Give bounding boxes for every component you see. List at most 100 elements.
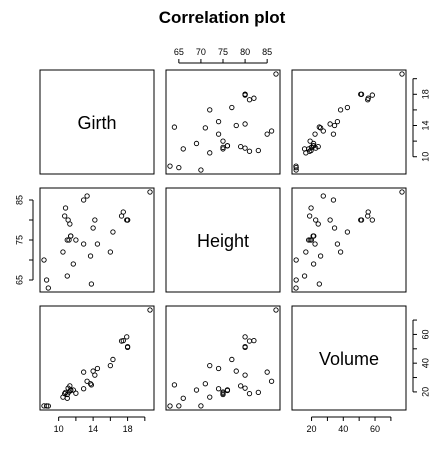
panel-frame-volume-vs-height — [165, 305, 281, 411]
data-point-girth-vs-volume-30 — [358, 91, 364, 97]
data-point-girth-vs-height-13 — [224, 143, 231, 149]
data-point-height-vs-girth-8 — [64, 237, 70, 243]
tick-label-height-80: 80 — [240, 47, 250, 57]
data-point-volume-vs-height-4 — [207, 394, 213, 400]
data-point-volume-vs-height-3 — [167, 403, 173, 409]
data-point-volume-vs-height-22 — [242, 372, 248, 378]
data-point-height-vs-volume-25 — [344, 229, 351, 235]
panel-grid: Girth Height Volume 10 14 18 65 70 75 80 85 20 40 60 1… — [14, 47, 430, 434]
data-point-height-vs-volume-31 — [399, 189, 405, 195]
data-point-volume-vs-girth-19 — [87, 381, 94, 387]
tick-label-girth-vertical-14: 14 — [420, 121, 430, 131]
data-point-girth-vs-height-27 — [251, 95, 257, 101]
data-point-height-vs-volume-27 — [365, 209, 371, 215]
data-point-height-vs-girth-11 — [67, 221, 73, 227]
tick-label-volume-vertical-40: 40 — [420, 358, 430, 368]
data-point-volume-vs-height-18 — [268, 378, 275, 384]
data-point-volume-vs-girth-7 — [64, 395, 70, 401]
data-point-volume-vs-girth-24 — [107, 362, 114, 369]
data-point-girth-vs-height-17 — [264, 131, 270, 137]
data-point-height-vs-girth-19 — [87, 253, 94, 259]
tick-label-girth-vertical-10: 10 — [420, 152, 430, 162]
data-point-girth-vs-height-24 — [207, 107, 213, 113]
tick-label-height-vertical-65: 65 — [14, 275, 24, 285]
data-point-girth-vs-height-15 — [220, 138, 226, 144]
data-point-volume-vs-girth-3 — [45, 403, 51, 409]
data-point-girth-vs-height-19 — [202, 125, 208, 131]
data-point-volume-vs-height-31 — [273, 307, 279, 313]
data-point-volume-vs-girth-27 — [120, 337, 126, 344]
data-point-height-vs-volume-22 — [327, 217, 333, 223]
data-point-girth-vs-height-14 — [193, 140, 200, 147]
data-point-volume-vs-height-20 — [171, 382, 178, 388]
data-point-height-vs-volume-24 — [337, 249, 344, 255]
data-point-height-vs-volume-23 — [334, 241, 341, 247]
tick-label-volume-40: 40 — [338, 424, 348, 434]
data-point-height-vs-girth-6 — [62, 205, 69, 211]
data-point-height-vs-volume-2 — [293, 277, 299, 283]
data-point-height-vs-girth-20 — [88, 281, 95, 287]
data-point-volume-vs-girth-16 — [80, 386, 87, 392]
data-point-girth-vs-volume-16 — [312, 131, 318, 137]
data-point-girth-vs-volume-15 — [307, 138, 313, 144]
data-point-volume-vs-girth-20 — [88, 382, 95, 388]
data-point-girth-vs-height-30 — [242, 91, 248, 97]
data-point-girth-vs-height-7 — [180, 146, 186, 152]
data-point-height-vs-girth-14 — [70, 261, 76, 267]
data-point-girth-vs-volume-28 — [369, 92, 375, 98]
data-point-volume-vs-height-11 — [238, 383, 244, 389]
data-point-volume-vs-height-24 — [207, 362, 213, 369]
data-point-volume-vs-girth-28 — [124, 334, 130, 340]
tick-label-height-70: 70 — [196, 47, 206, 57]
data-point-girth-vs-height-4 — [207, 150, 213, 156]
data-point-girth-vs-height-22 — [242, 121, 248, 127]
tick-label-girth-14: 14 — [88, 424, 98, 434]
data-point-volume-vs-girth-30 — [124, 344, 131, 351]
data-point-volume-vs-height-6 — [255, 389, 261, 395]
data-point-girth-vs-volume-1 — [293, 167, 299, 173]
data-point-girth-vs-volume-20 — [316, 124, 322, 130]
data-point-height-vs-volume-17 — [330, 197, 337, 203]
data-point-height-vs-girth-17 — [80, 197, 87, 203]
data-point-girth-vs-height-18 — [268, 128, 275, 134]
data-point-height-vs-volume-13 — [311, 233, 317, 239]
data-point-volume-vs-height-14 — [193, 387, 200, 393]
data-point-height-vs-girth-4 — [60, 249, 66, 255]
data-point-girth-vs-height-25 — [229, 104, 235, 111]
data-point-height-vs-girth-24 — [107, 249, 114, 255]
data-point-height-vs-girth-16 — [80, 241, 87, 247]
data-point-height-vs-girth-15 — [73, 237, 79, 243]
panel-frame-height-vs-girth — [39, 187, 155, 293]
panel-frame-height-vs-volume — [291, 187, 407, 293]
data-point-height-vs-volume-3 — [293, 285, 299, 291]
data-point-girth-vs-height-21 — [233, 122, 239, 129]
tick-label-height-75: 75 — [218, 47, 228, 57]
variable-label-girth: Girth — [77, 113, 116, 133]
tick-label-girth-10: 10 — [54, 424, 64, 434]
data-point-girth-vs-volume-21 — [331, 122, 338, 129]
data-point-volume-vs-girth-22 — [92, 372, 98, 378]
data-point-height-vs-volume-9 — [313, 217, 319, 223]
data-point-volume-vs-height-16 — [215, 386, 222, 392]
tick-label-volume-vertical-60: 60 — [420, 329, 430, 339]
data-point-volume-vs-height-5 — [246, 390, 253, 397]
data-point-girth-vs-height-8 — [220, 146, 226, 152]
tick-label-volume-60: 60 — [370, 424, 380, 434]
data-point-volume-vs-girth-23 — [94, 365, 101, 372]
data-point-volume-vs-height-2 — [176, 403, 182, 409]
data-point-girth-vs-volume-23 — [334, 118, 341, 125]
panel-frame-girth-vs-height — [165, 69, 281, 175]
data-point-volume-vs-girth-31 — [147, 307, 153, 313]
data-point-volume-vs-height-21 — [233, 368, 239, 374]
tick-label-height-vertical-75: 75 — [14, 235, 24, 245]
data-point-height-vs-volume-19 — [317, 253, 324, 259]
data-point-girth-vs-height-11 — [238, 143, 244, 150]
data-point-girth-vs-height-6 — [255, 147, 261, 154]
data-point-volume-vs-height-25 — [229, 356, 235, 363]
variable-label-height: Height — [197, 231, 249, 251]
data-point-height-vs-girth-7 — [64, 273, 70, 279]
data-point-height-vs-girth-22 — [92, 217, 98, 223]
data-point-volume-vs-height-26 — [246, 338, 253, 344]
data-point-volume-vs-girth-2 — [43, 403, 50, 409]
